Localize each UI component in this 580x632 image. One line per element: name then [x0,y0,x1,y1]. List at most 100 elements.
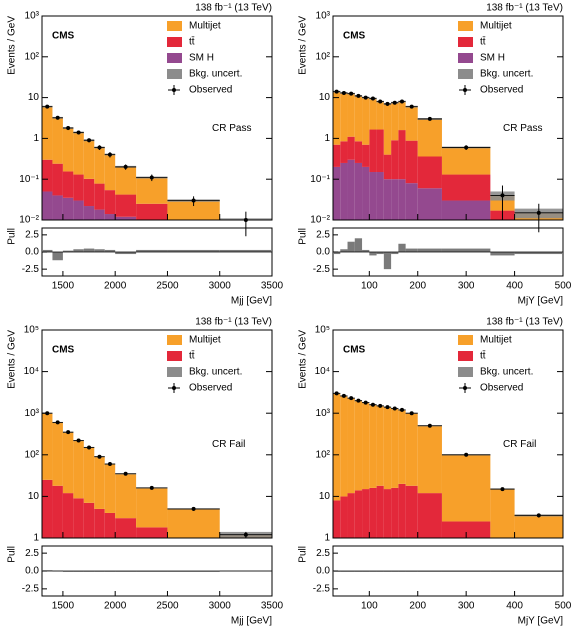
stack-segment [376,101,384,130]
experiment-label: CMS [52,31,75,42]
stack-segment [115,216,137,220]
observed-point [341,90,346,95]
pull-axis-label: Pull [7,228,18,245]
x-axis-label: MjY [GeV] [518,616,564,627]
plot-frame [332,329,564,539]
stack-segment [376,172,384,220]
stack-segment [347,136,355,160]
pull-bar [490,252,515,256]
observed-point [66,430,71,435]
stack-segment [405,183,418,220]
observed-point [87,138,92,143]
x-tick-label: 3000 [209,281,232,292]
legend-swatch [167,69,182,79]
y-tick-label: 1 [324,133,330,144]
pull-bar [354,571,363,572]
legend-marker [172,386,176,390]
pull-bar [490,571,515,572]
legend-label: Bkg. uncert. [480,69,533,80]
observed-point [191,198,196,203]
observed-point [536,210,541,215]
legend-label: Observed [189,85,232,96]
stack-segment [73,132,84,175]
observed-point [107,152,112,157]
y-tick-label: 10⁻¹ [19,174,39,185]
stack-segment [347,493,355,538]
stack-segment [52,485,63,538]
panel: 1 10 10² 10³ 10⁴ 10⁵ 1500 2000 2500 3000 3500 2.5 0.… [7,317,284,627]
stack-segment [62,171,74,198]
pull-tick-label: -2.5 [22,583,40,594]
pull-bar [52,252,63,261]
pull-bar [333,252,341,255]
y-tick-label: 10³ [316,11,331,22]
legend-label: Multijet [189,335,221,346]
legend-swatch [458,351,473,361]
pull-bar [391,571,399,572]
stack-segment [136,177,168,204]
pull-bar [73,571,84,572]
lumi-label: 138 fb⁻¹ (13 TeV) [486,317,563,328]
observed-point [97,454,102,459]
legend-label: tt̄ [189,349,195,361]
pull-bar [383,571,392,572]
pull-tick-label: 0.0 [316,247,330,258]
y-tick-label: 10³ [25,11,40,22]
stack-segment [383,489,392,538]
stack-segment [405,413,418,486]
y-tick-label: 10 [28,92,40,103]
pull-bar [417,571,442,572]
stack-segment [362,97,370,145]
observed-point [385,405,390,410]
lumi-label: 138 fb⁻¹ (13 TeV) [486,3,563,14]
stack-segment [369,98,377,130]
stack-segment [333,91,341,145]
observed-point [149,175,154,180]
experiment-label: CMS [343,31,366,42]
observed-point [76,130,81,135]
y-tick-label: 10² [316,449,331,460]
x-tick-label: 2000 [104,601,127,612]
x-tick-label: 3500 [261,281,284,292]
plot-frame [332,15,564,221]
stack-segment [83,140,95,179]
stack-segment [383,103,392,155]
legend-label: SM H [480,53,505,64]
stack-segment [417,156,442,189]
legend-label: Observed [189,383,232,394]
observed-point [363,400,368,405]
observed-point [97,145,102,150]
stack-segment [383,407,392,490]
pull-bar [362,249,370,252]
stack-segment [340,141,348,163]
observed-point [363,95,368,100]
legend-label: Bkg. uncert. [189,69,242,80]
stack-segment [398,409,406,484]
legend-swatch [167,351,182,361]
x-tick-label: 1500 [52,281,75,292]
stack-segment [362,489,370,538]
stack-segment [136,203,168,220]
stack-segment [42,413,53,480]
stack-segment [354,490,363,538]
stack-segment [515,539,563,560]
legend-label: Observed [480,383,523,394]
legend-swatch [167,37,182,47]
y-tick-label: 10⁵ [24,325,39,336]
panel: 1 10 10² 10³ 10⁴ 10⁵ 100 200 300 400 500 2.5 0.0 -2.5… [298,317,572,627]
pull-bar [362,571,370,572]
stack-segment [136,221,167,224]
pull-bar [340,249,348,252]
stack-segment [94,209,105,220]
stack-segment [376,129,384,173]
y-tick-label: 10 [319,491,331,502]
legend-swatch [167,367,182,377]
observed-point [378,99,383,104]
observed-point [243,532,248,537]
stack-segment [354,400,363,491]
stack-segment [167,221,219,236]
stack-segment [391,179,399,220]
pull-bar [83,571,95,572]
legend-label: Bkg. uncert. [480,367,533,378]
stack-segment [136,527,168,538]
